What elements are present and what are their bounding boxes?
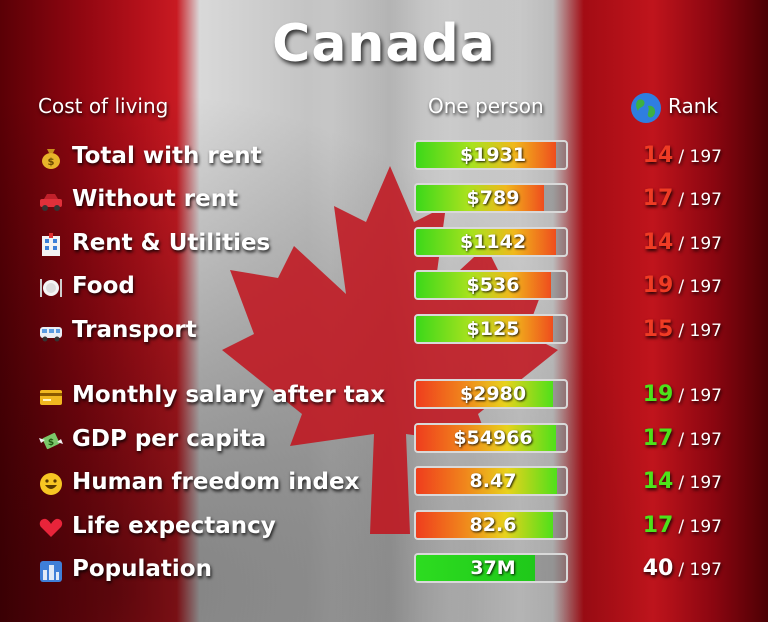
rank-number: 17 [642,513,674,538]
stat-label: Human freedom index [72,469,360,495]
stat-bar-fill [416,272,551,298]
rank-total: / 197 [678,473,722,493]
header-rank: Rank [668,94,718,118]
stat-rank: 17 / 197 [643,426,722,451]
stat-rank: 14 / 197 [643,143,722,168]
stat-bar-fill [416,185,544,211]
page-title: Canada [272,14,496,74]
stat-bar-fill [416,468,557,494]
stat-label: Population [72,556,212,582]
header-one-person: One person [428,94,544,118]
stat-rank: 40 / 197 [643,556,722,581]
stat-value: $789 [466,187,520,209]
stat-rank: 19 / 197 [643,382,722,407]
rank-total: / 197 [678,190,722,210]
stat-rank: 14 / 197 [643,469,722,494]
stat-rank: 19 / 197 [643,273,722,298]
stat-bar: $789 [414,183,568,213]
rank-number: 14 [642,469,674,494]
rank-number: 17 [642,186,674,211]
stat-row: Without rent $789 17 / 197 [0,182,768,222]
stat-rank: 14 / 197 [643,230,722,255]
smiley-icon [38,471,64,497]
stat-row: Human freedom index 8.47 14 / 197 [0,465,768,505]
rank-total: / 197 [678,386,722,406]
stat-rank: 17 / 197 [643,513,722,538]
rank-total: / 197 [678,430,722,450]
stat-value: $1142 [459,231,527,253]
stat-bar: $1142 [414,227,568,257]
rank-number: 14 [642,143,674,168]
stat-bar-fill [416,555,535,581]
van-icon [38,319,64,345]
stat-row: Population 37M 40 / 197 [0,552,768,592]
stat-label: Monthly salary after tax [72,382,386,408]
stat-bar: $536 [414,270,568,300]
car-icon [38,188,64,214]
rank-total: / 197 [678,517,722,537]
stat-label: Food [72,273,135,299]
stat-rank: 15 / 197 [643,317,722,342]
globe-icon [631,93,661,123]
stat-label: Without rent [72,186,239,212]
stat-row: Food $536 19 / 197 [0,269,768,309]
heart-icon [38,515,64,541]
stat-bar: 82.6 [414,510,568,540]
stat-value: $2980 [459,383,527,405]
stat-row: $ GDP per capita $54966 17 / 197 [0,422,768,462]
svg-text:$: $ [48,157,55,168]
stat-bar-fill [416,512,553,538]
hotel-icon [38,232,64,258]
stat-label: GDP per capita [72,426,267,452]
stat-value: $125 [466,318,520,340]
stat-bar: 8.47 [414,466,568,496]
credit-card-icon [38,384,64,410]
rank-number: 19 [642,382,674,407]
stat-row: Life expectancy 82.6 17 / 197 [0,509,768,549]
svg-text:$: $ [48,438,54,448]
stat-label: Transport [72,317,197,343]
rank-total: / 197 [678,234,722,254]
stat-bar-fill [416,425,556,451]
stat-bar: 37M [414,553,568,583]
money-wings-icon: $ [38,428,64,454]
stat-bar: $125 [414,314,568,344]
rank-total: / 197 [678,147,722,167]
city-icon [38,558,64,584]
rank-total: / 197 [678,277,722,297]
stat-bar-fill [416,142,556,168]
stat-value: $1931 [459,144,527,166]
rank-number: 14 [642,230,674,255]
stat-value: 37M [470,557,516,579]
header-cost-of-living: Cost of living [38,94,169,118]
stat-bar-fill [416,381,553,407]
stat-row: Transport $125 15 / 197 [0,313,768,353]
rank-number: 40 [642,556,674,581]
money-bag-icon: $ [38,145,64,171]
stat-row: $ Total with rent $1931 14 / 197 [0,139,768,179]
rank-number: 17 [642,426,674,451]
stat-value: $536 [466,274,520,296]
stat-row: Monthly salary after tax $2980 19 / 197 [0,378,768,418]
stat-bar-fill [416,229,556,255]
stat-bar: $1931 [414,140,568,170]
stat-row: Rent & Utilities $1142 14 / 197 [0,226,768,266]
rank-total: / 197 [678,560,722,580]
stat-bar: $2980 [414,379,568,409]
stat-bar: $54966 [414,423,568,453]
stat-label: Life expectancy [72,513,276,539]
stat-label: Total with rent [72,143,262,169]
stat-label: Rent & Utilities [72,230,271,256]
stat-value: 82.6 [469,514,517,536]
stat-rank: 17 / 197 [643,186,722,211]
rank-number: 15 [642,317,674,342]
rank-total: / 197 [678,321,722,341]
stat-value: $54966 [453,427,533,449]
fork-knife-plate-icon [38,275,64,301]
rank-number: 19 [642,273,674,298]
stat-value: 8.47 [469,470,517,492]
stat-bar-fill [416,316,553,342]
